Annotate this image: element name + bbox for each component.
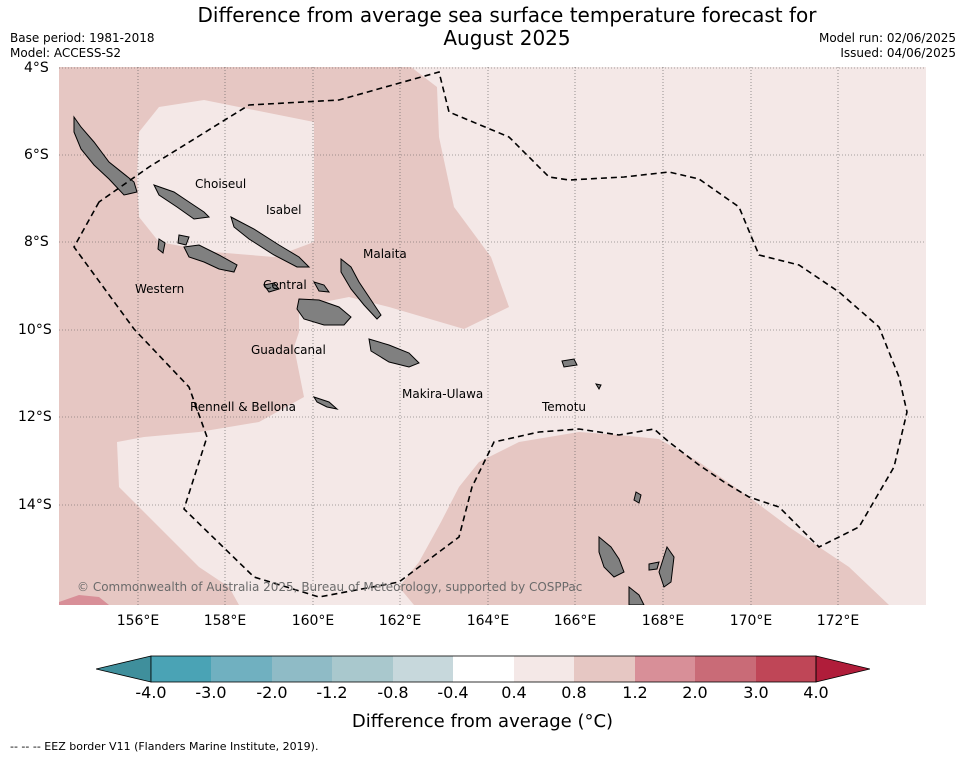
lon-tick-170e: 170°E	[729, 613, 773, 629]
eez-legend-note: -- -- -- EEZ border V11 (Flanders Marine…	[10, 740, 319, 753]
lat-tick-14s: 14°S	[18, 497, 52, 513]
anomaly-light-pocket	[137, 100, 314, 257]
colorbar-label-6: -0.4	[437, 683, 469, 702]
anomaly-medium-region-southeast	[399, 432, 889, 605]
island-rennell	[312, 396, 339, 410]
lon-tick-164e: 164°E	[466, 613, 510, 629]
colorbar-arrow-left	[96, 655, 152, 683]
colorbar-segment-8	[574, 656, 635, 682]
lon-tick-156e: 156°E	[116, 613, 160, 629]
title-line-1: Difference from average sea surface temp…	[197, 3, 817, 27]
eez-border	[73, 71, 908, 598]
island-vanuatu-4	[628, 585, 645, 605]
anomaly-strong-region	[59, 595, 109, 605]
colorbar-label-11: 3.0	[743, 683, 769, 702]
gridlines	[59, 67, 926, 605]
island-isabel	[230, 216, 311, 268]
island-bougainville	[73, 115, 138, 196]
colorbar-label-12: 4.0	[803, 683, 829, 702]
island-malaita	[340, 257, 382, 320]
island-guadalcanal	[296, 298, 352, 326]
colorbar-segment-5	[393, 656, 453, 682]
place-label-malaita: Malaita	[363, 247, 407, 261]
place-label-rennell-bellona: Rennell & Bellona	[190, 400, 297, 414]
islands	[73, 115, 675, 605]
place-label-temotu: Temotu	[542, 400, 587, 414]
island-makira	[368, 338, 420, 368]
model-run: Model run: 02/06/2025	[818, 31, 956, 45]
colorbar-label-5: -0.8	[377, 683, 409, 702]
colorbar-segment-1	[151, 656, 211, 682]
island-vella	[177, 234, 190, 246]
place-label-makira-ulawa: Makira-Ulawa	[402, 387, 484, 401]
lat-tick-8s: 8°S	[24, 234, 49, 250]
lat-tick-10s: 10°S	[18, 322, 52, 338]
colorbar-segment-7	[514, 656, 574, 682]
colorbar-label-2: -3.0	[195, 683, 227, 702]
colorbar-label-7: 0.4	[501, 683, 527, 702]
island-vanuatu-1	[598, 535, 625, 578]
colorbar-segment-10	[695, 656, 756, 682]
place-label-choiseul: Choiseul	[195, 177, 247, 191]
colorbar-segment-11	[756, 656, 816, 682]
chart-title: Difference from average sea surface temp…	[0, 0, 965, 50]
lat-tick-12s: 12°S	[18, 409, 52, 425]
meta-left: Base period: 1981-2018 Model: ACCESS-S2	[10, 31, 155, 61]
island-choiseul	[153, 184, 211, 220]
place-label-central: Central	[263, 278, 307, 292]
map-svg	[59, 67, 926, 605]
colorbar-label-9: 1.2	[622, 683, 648, 702]
lon-tick-166e: 166°E	[553, 613, 597, 629]
colorbar-title: Difference from average (°C)	[351, 711, 614, 732]
colorbar-label-10: 2.0	[682, 683, 708, 702]
island-temotu-2	[594, 383, 602, 391]
colorbar-segment-4	[332, 656, 393, 682]
colorbar-segment-2	[211, 656, 272, 682]
copyright-notice: © Commonwealth of Australia 2025, Bureau…	[77, 580, 583, 594]
place-label-isabel: Isabel	[266, 203, 302, 217]
island-temotu-1	[561, 358, 578, 368]
lon-tick-162e: 162°E	[378, 613, 422, 629]
title-line-2: August 2025	[443, 26, 571, 50]
issued-date: Issued: 04/06/2025	[840, 46, 956, 60]
lon-tick-168e: 168°E	[641, 613, 685, 629]
lon-tick-160e: 160°E	[291, 613, 335, 629]
colorbar-segment-3	[272, 656, 332, 682]
colorbar	[96, 655, 870, 683]
colorbar-label-4: -1.2	[316, 683, 348, 702]
colorbar-label-1: -4.0	[135, 683, 167, 702]
island-new-georgia	[183, 244, 238, 273]
lon-tick-158e: 158°E	[203, 613, 247, 629]
colorbar-arrow-right	[815, 655, 870, 683]
lon-tick-172e: 172°E	[816, 613, 860, 629]
island-vanuatu-2	[658, 545, 675, 588]
colorbar-label-3: -2.0	[256, 683, 288, 702]
lat-tick-6s: 6°S	[24, 147, 49, 163]
colorbar-segment-6	[453, 656, 514, 682]
island-vanuatu-5	[633, 491, 642, 504]
island-central	[263, 282, 280, 293]
lat-tick-4s: 4°S	[24, 60, 49, 76]
map-area	[59, 67, 926, 605]
place-label-western: Western	[135, 282, 185, 296]
island-vanuatu-3	[648, 561, 660, 571]
island-western-small	[157, 238, 166, 254]
meta-right: Model run: 02/06/2025 Issued: 04/06/2025	[819, 31, 956, 61]
colorbar-label-8: 0.8	[561, 683, 587, 702]
base-period: Base period: 1981-2018	[10, 31, 155, 45]
island-florida	[312, 281, 331, 293]
place-label-guadalcanal: Guadalcanal	[251, 343, 326, 357]
model-name: Model: ACCESS-S2	[10, 46, 122, 60]
colorbar-segment-9	[635, 656, 695, 682]
